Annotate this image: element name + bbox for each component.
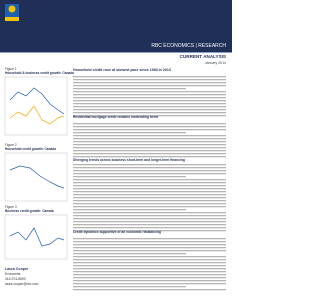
header-rule [0, 52, 232, 53]
figure-label: Figure 2 [5, 143, 17, 147]
plot-area [4, 76, 68, 136]
text-line [73, 206, 226, 208]
text-line [73, 197, 226, 199]
text-line [73, 280, 226, 282]
plot-area [4, 152, 68, 202]
text-line [73, 153, 226, 155]
section-heading: Residential mortgage credit remains mode… [73, 115, 158, 119]
text-line [73, 179, 226, 181]
text-line [73, 230, 226, 232]
text-line [73, 203, 226, 205]
text-line [73, 188, 226, 190]
text-line [73, 126, 226, 128]
document: RBC ECONOMICS | RESEARCH CURRENT ANALYSI… [0, 0, 232, 291]
text-line [73, 88, 186, 90]
text-line [73, 182, 226, 184]
figure-title: Household credit growth: Canada [5, 147, 56, 151]
text-line [73, 123, 226, 125]
text-line [73, 256, 226, 258]
figure-title: Household & business credit growth: Cana… [5, 71, 74, 75]
text-line [73, 164, 226, 166]
text-line [73, 100, 226, 102]
text-line [73, 268, 226, 270]
text-line [73, 103, 226, 105]
body-text: Residential mortgage credit remains mode… [73, 76, 226, 291]
series: CURRENT ANALYSIS [180, 54, 226, 59]
text-line [73, 289, 226, 291]
text-line [73, 274, 226, 276]
text-line [73, 135, 226, 137]
text-line [73, 106, 226, 108]
text-line [73, 147, 226, 149]
text-line [73, 150, 226, 152]
text-line [73, 244, 226, 246]
text-line [73, 218, 226, 220]
text-line [73, 262, 226, 264]
text-line [73, 241, 226, 243]
text-line [73, 185, 226, 187]
page: RBC ECONOMICS | RESEARCH CURRENT ANALYSI… [0, 0, 232, 291]
text-line [73, 283, 226, 285]
header-band [0, 0, 232, 52]
section-heading: Diverging trends across business short-t… [73, 158, 185, 162]
brand: RBC ECONOMICS | RESEARCH [151, 43, 226, 49]
text-line [73, 82, 226, 84]
text-line [73, 167, 226, 169]
chart-line [9, 105, 65, 125]
text-line [73, 271, 226, 273]
logo-base [5, 17, 19, 21]
text-line [73, 138, 226, 140]
text-line [73, 227, 226, 229]
text-line [73, 141, 226, 143]
text-line [73, 265, 226, 267]
text-line [73, 115, 226, 117]
text-line [73, 129, 226, 131]
text-line [73, 194, 226, 196]
date: January 2014 [205, 61, 226, 65]
text-line [73, 97, 226, 99]
text-line [73, 247, 226, 249]
text-line [73, 250, 226, 252]
text-line [73, 200, 226, 202]
text-line [73, 191, 226, 193]
figure-title: Business credit growth: Canada [5, 209, 54, 213]
text-line [73, 156, 226, 158]
section-heading: Credit dynamics supportive of an economi… [73, 230, 161, 234]
chart-line [9, 227, 65, 247]
text-line [73, 277, 226, 279]
text-line [73, 144, 226, 146]
author-phone: 416-974-8593 [5, 277, 26, 281]
chart-line [9, 87, 65, 115]
text-line [73, 173, 226, 175]
text-line [73, 224, 226, 226]
plot-area [4, 214, 68, 260]
text-line [73, 253, 186, 255]
chart-line [9, 165, 65, 189]
text-line [73, 259, 226, 261]
figure-label: Figure 1 [5, 67, 17, 71]
author-name: Laura Cooper [5, 267, 29, 271]
text-line [73, 286, 186, 288]
text-line [73, 215, 226, 217]
text-line [73, 79, 226, 81]
text-line [73, 209, 186, 211]
author-role: Economist [5, 272, 20, 276]
text-line [73, 94, 226, 96]
text-line [73, 238, 226, 240]
text-line [73, 132, 186, 134]
figure-label: Figure 3 [5, 205, 17, 209]
text-line [73, 91, 226, 93]
text-line [73, 109, 226, 111]
text-line [73, 76, 226, 78]
article-title: Household credit rose at slowest pace si… [73, 68, 171, 72]
text-line [73, 221, 226, 223]
text-line [73, 112, 226, 114]
text-line [73, 176, 186, 178]
text-line [73, 85, 226, 87]
text-line [73, 170, 226, 172]
logo-lion [8, 5, 16, 13]
author-email: laura.cooper@rbc.com [5, 282, 39, 286]
text-line [73, 212, 226, 214]
